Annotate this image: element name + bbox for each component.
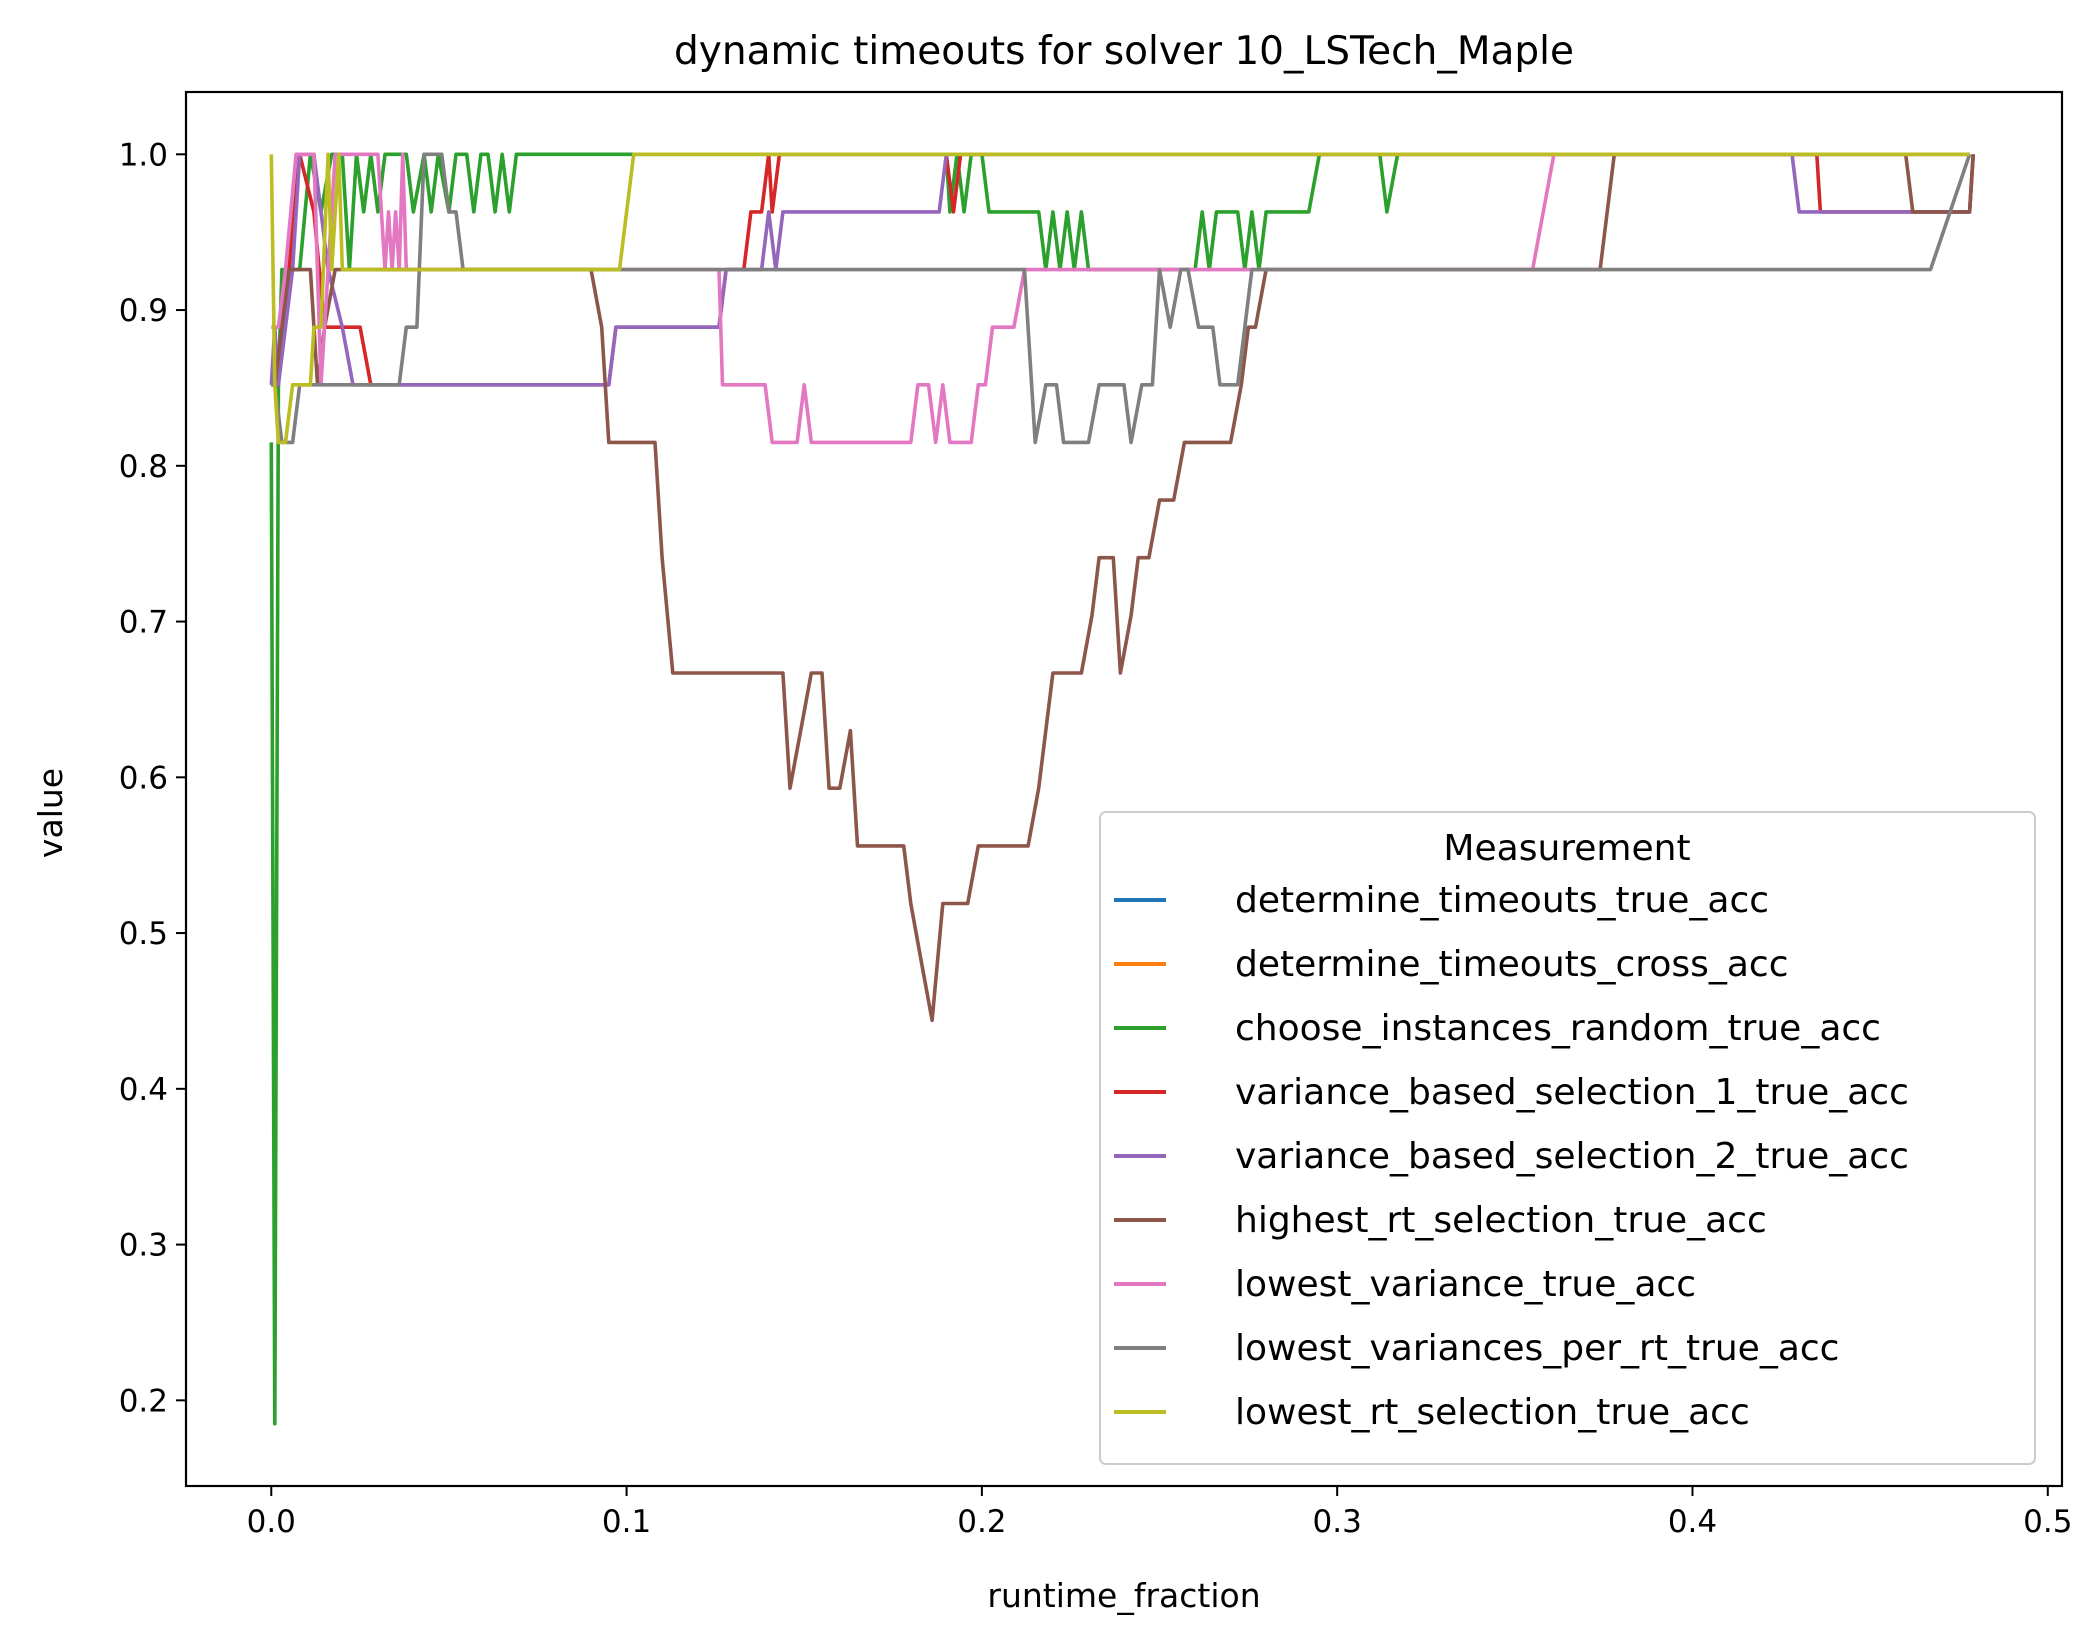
legend-label: determine_timeouts_true_acc (1235, 880, 1769, 921)
y-tick-label: 0.9 (119, 293, 168, 329)
x-tick-label: 0.4 (1668, 1504, 1717, 1540)
legend-title: Measurement (1443, 828, 1690, 869)
legend-item: lowest_variance_true_acc (1114, 1264, 1696, 1305)
legend-label: choose_instances_random_true_acc (1235, 1008, 1881, 1049)
legend-item: choose_instances_random_true_acc (1114, 1008, 1881, 1049)
legend-label: highest_rt_selection_true_acc (1235, 1200, 1767, 1241)
series-line-lowest_variance_true_acc (271, 152, 1970, 445)
x-tick-label: 0.1 (602, 1504, 651, 1540)
legend-label: variance_based_selection_2_true_acc (1235, 1136, 1909, 1177)
legend-item: variance_based_selection_2_true_acc (1114, 1136, 1909, 1177)
y-tick-label: 0.4 (119, 1072, 168, 1108)
plot-frame (184, 90, 2064, 1488)
y-tick-label: 0.3 (119, 1228, 168, 1264)
y-tick-label: 0.6 (119, 760, 168, 796)
x-tick-label: 0.3 (1313, 1504, 1362, 1540)
axis-ticks: 0.0 0.1 0.2 0.3 0.4 0.5 0.2 0.3 0.4 0.5 0.6 0.7 0.8 0… (119, 137, 2073, 1540)
legend-label: determine_timeouts_cross_acc (1235, 944, 1789, 985)
series-line-lowest_variances_per_rt_true_acc (271, 152, 1972, 445)
legend-box (1099, 811, 2036, 1465)
x-tick-label: 0.5 (2023, 1504, 2072, 1540)
series-lines (269, 152, 1975, 1426)
legend-label: lowest_variance_true_acc (1235, 1264, 1696, 1305)
legend-label: lowest_rt_selection_true_acc (1235, 1392, 1750, 1433)
legend-item: determine_timeouts_true_acc (1114, 880, 1769, 921)
legend-item: lowest_variances_per_rt_true_acc (1114, 1328, 1839, 1369)
legend-label: variance_based_selection_1_true_acc (1235, 1072, 1909, 1113)
legend: Measurement determine_timeouts_true_accd… (1099, 811, 2036, 1465)
y-tick-label: 0.2 (119, 1383, 168, 1419)
legend-item: variance_based_selection_1_true_acc (1114, 1072, 1909, 1113)
legend-label: lowest_variances_per_rt_true_acc (1235, 1328, 1839, 1369)
y-axis-label: value (31, 768, 70, 858)
x-tick-label: 0.0 (247, 1504, 296, 1540)
series-line-highest_rt_selection_true_acc (271, 152, 1975, 1023)
legend-item: determine_timeouts_cross_acc (1114, 944, 1789, 985)
y-tick-label: 0.5 (119, 916, 168, 952)
series-line-lowest_rt_selection_true_acc (269, 152, 1970, 445)
legend-item: lowest_rt_selection_true_acc (1114, 1392, 1750, 1433)
x-tick-label: 0.2 (957, 1504, 1006, 1540)
x-axis-label: runtime_fraction (987, 1576, 1260, 1615)
y-tick-label: 1.0 (119, 137, 168, 173)
y-tick-label: 0.8 (119, 449, 168, 485)
legend-item: highest_rt_selection_true_acc (1114, 1200, 1767, 1241)
y-tick-label: 0.7 (119, 605, 168, 641)
chart-title: dynamic timeouts for solver 10_LSTech_Ma… (674, 29, 1574, 74)
